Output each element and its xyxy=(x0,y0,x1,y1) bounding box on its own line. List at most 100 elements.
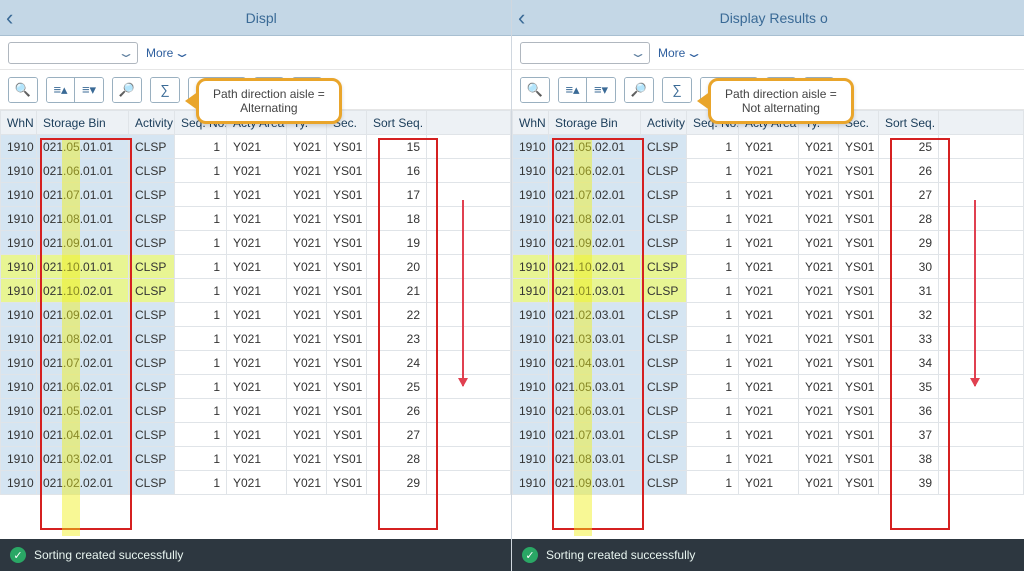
table-row[interactable]: 1910021.08.02.01CLSP1Y021Y021YS0123 xyxy=(1,327,511,351)
cell: 1 xyxy=(687,303,739,327)
cell: 15 xyxy=(367,135,427,159)
cell: Y021 xyxy=(799,135,839,159)
table-row[interactable]: 1910021.02.03.01CLSP1Y021Y021YS0132 xyxy=(513,303,1024,327)
cell-pad xyxy=(427,207,511,231)
column-header[interactable]: Storage Bin xyxy=(549,111,641,135)
cell: YS01 xyxy=(327,471,367,495)
table-row[interactable]: 1910021.03.03.01CLSP1Y021Y021YS0133 xyxy=(513,327,1024,351)
cell: 1910 xyxy=(1,303,37,327)
more-label: More xyxy=(146,46,173,60)
table-row[interactable]: 1910021.10.02.01CLSP1Y021Y021YS0130 xyxy=(513,255,1024,279)
column-header[interactable]: Activity xyxy=(641,111,687,135)
column-header[interactable]: Activity xyxy=(129,111,175,135)
cell: Y021 xyxy=(739,399,799,423)
table-row[interactable]: 1910021.08.01.01CLSP1Y021Y021YS0118 xyxy=(1,207,511,231)
more-menu[interactable]: More⌄ xyxy=(146,46,187,60)
cell: Y021 xyxy=(739,207,799,231)
back-icon[interactable]: ‹ xyxy=(518,7,525,29)
cell: 021.03.02.01 xyxy=(37,447,129,471)
table-row[interactable]: 1910021.07.01.01CLSP1Y021Y021YS0117 xyxy=(1,183,511,207)
toolbar-button[interactable]: ▤▾ xyxy=(255,78,283,102)
table-row[interactable]: 1910021.05.02.01CLSP1Y021Y021YS0126 xyxy=(1,399,511,423)
table-row[interactable]: 1910021.08.03.01CLSP1Y021Y021YS0138 xyxy=(513,447,1024,471)
table-row[interactable]: 1910021.02.02.01CLSP1Y021Y021YS0129 xyxy=(1,471,511,495)
cell: CLSP xyxy=(129,303,175,327)
table-row[interactable]: 1910021.09.01.01CLSP1Y021Y021YS0119 xyxy=(1,231,511,255)
cell-pad xyxy=(939,471,1024,495)
cell: CLSP xyxy=(129,471,175,495)
cell: 1910 xyxy=(513,471,549,495)
table-row[interactable]: 1910021.10.02.01CLSP1Y021Y021YS0121 xyxy=(1,279,511,303)
cell: 1910 xyxy=(513,303,549,327)
toolbar-button[interactable]: ≡▴ xyxy=(47,78,75,102)
table-row[interactable]: 1910021.06.01.01CLSP1Y021Y021YS0116 xyxy=(1,159,511,183)
table-row[interactable]: 1910021.09.03.01CLSP1Y021Y021YS0139 xyxy=(513,471,1024,495)
column-header[interactable]: Acty Area xyxy=(739,111,799,135)
table-row[interactable]: 1910021.03.02.01CLSP1Y021Y021YS0128 xyxy=(1,447,511,471)
table-row[interactable]: 1910021.08.02.01CLSP1Y021Y021YS0128 xyxy=(513,207,1024,231)
cell: Y021 xyxy=(739,255,799,279)
toolbar-button[interactable]: ⧉ xyxy=(805,78,833,102)
cell: YS01 xyxy=(839,471,879,495)
column-header[interactable]: Acty Area xyxy=(227,111,287,135)
toolbar-button[interactable]: ⧉ xyxy=(293,78,321,102)
layout-combo[interactable]: ⌄ xyxy=(520,42,650,64)
cell: YS01 xyxy=(327,183,367,207)
column-header[interactable]: Ty. xyxy=(799,111,839,135)
table-row[interactable]: 1910021.07.03.01CLSP1Y021Y021YS0137 xyxy=(513,423,1024,447)
table-row[interactable]: 1910021.05.02.01CLSP1Y021Y021YS0125 xyxy=(513,135,1024,159)
column-header-pad xyxy=(427,111,511,135)
column-header[interactable]: Sec. xyxy=(327,111,367,135)
toolbar-button[interactable]: ∑ xyxy=(151,78,179,102)
table-row[interactable]: 1910021.07.02.01CLSP1Y021Y021YS0127 xyxy=(513,183,1024,207)
more-menu[interactable]: More⌄ xyxy=(658,46,699,60)
table-row[interactable]: 1910021.04.03.01CLSP1Y021Y021YS0134 xyxy=(513,351,1024,375)
table-row[interactable]: 1910021.09.02.01CLSP1Y021Y021YS0129 xyxy=(513,231,1024,255)
cell: 1 xyxy=(175,447,227,471)
table-row[interactable]: 1910021.01.03.01CLSP1Y021Y021YS0131 xyxy=(513,279,1024,303)
table-row[interactable]: 1910021.06.02.01CLSP1Y021Y021YS0126 xyxy=(513,159,1024,183)
table-row[interactable]: 1910021.05.03.01CLSP1Y021Y021YS0135 xyxy=(513,375,1024,399)
column-header[interactable]: Storage Bin xyxy=(37,111,129,135)
cell: Y021 xyxy=(799,375,839,399)
cell: 36 xyxy=(879,399,939,423)
toolbar-button[interactable]: 🔍 xyxy=(521,78,549,102)
table-row[interactable]: 1910021.10.01.01CLSP1Y021Y021YS0120 xyxy=(1,255,511,279)
toolbar-button[interactable]: ▿| xyxy=(701,78,729,102)
toolbar-button[interactable]: 🔍 xyxy=(9,78,37,102)
column-header[interactable]: Seq. No. xyxy=(175,111,227,135)
table-row[interactable]: 1910021.09.02.01CLSP1Y021Y021YS0122 xyxy=(1,303,511,327)
toolbar-button[interactable]: ≡▾ xyxy=(587,78,615,102)
cell: 17 xyxy=(367,183,427,207)
back-icon[interactable]: ‹ xyxy=(6,7,13,29)
toolbar-button[interactable]: ▿ xyxy=(217,78,245,102)
table-row[interactable]: 1910021.05.01.01CLSP1Y021Y021YS0115 xyxy=(1,135,511,159)
column-header[interactable]: Seq. No. xyxy=(687,111,739,135)
toolbar-button[interactable]: ▿ xyxy=(729,78,757,102)
cell: 021.07.01.01 xyxy=(37,183,129,207)
cell: 1910 xyxy=(1,183,37,207)
toolbar-button[interactable]: ▤▾ xyxy=(767,78,795,102)
table-row[interactable]: 1910021.07.02.01CLSP1Y021Y021YS0124 xyxy=(1,351,511,375)
toolbar-button[interactable]: ≡▾ xyxy=(75,78,103,102)
cell: 1 xyxy=(687,471,739,495)
cell-pad xyxy=(427,447,511,471)
column-header[interactable]: WhN xyxy=(513,111,549,135)
column-header[interactable]: Sort Seq. xyxy=(367,111,427,135)
table-row[interactable]: 1910021.06.03.01CLSP1Y021Y021YS0136 xyxy=(513,399,1024,423)
cell: Y021 xyxy=(799,183,839,207)
toolbar-button[interactable]: 🔎 xyxy=(113,78,141,102)
cell: 25 xyxy=(879,135,939,159)
column-header[interactable]: Sec. xyxy=(839,111,879,135)
table-row[interactable]: 1910021.06.02.01CLSP1Y021Y021YS0125 xyxy=(1,375,511,399)
cell: Y021 xyxy=(287,423,327,447)
column-header[interactable]: Ty. xyxy=(287,111,327,135)
toolbar-button[interactable]: ∑ xyxy=(663,78,691,102)
layout-combo[interactable]: ⌄ xyxy=(8,42,138,64)
toolbar-button[interactable]: ▿| xyxy=(189,78,217,102)
column-header[interactable]: Sort Seq. xyxy=(879,111,939,135)
toolbar-button[interactable]: 🔎 xyxy=(625,78,653,102)
toolbar-button[interactable]: ≡▴ xyxy=(559,78,587,102)
column-header[interactable]: WhN xyxy=(1,111,37,135)
table-row[interactable]: 1910021.04.02.01CLSP1Y021Y021YS0127 xyxy=(1,423,511,447)
